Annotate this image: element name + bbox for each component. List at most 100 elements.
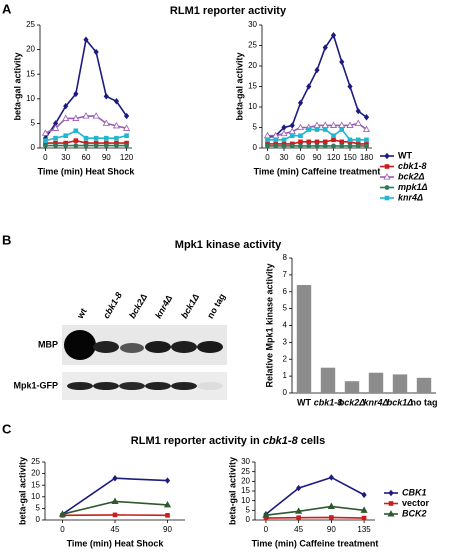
marker (273, 137, 279, 143)
x-tick-label: 90 (102, 153, 111, 162)
marker (112, 512, 118, 518)
marker (163, 500, 172, 508)
marker (43, 143, 48, 148)
x-axis-label: Time (min) Heat Shock (38, 166, 136, 176)
marker (388, 501, 394, 506)
marker (354, 119, 362, 126)
marker (114, 135, 119, 141)
panel-letter: A (2, 1, 12, 16)
x-tick-label: 45 (294, 525, 303, 534)
marker (281, 143, 287, 149)
marker (93, 48, 99, 56)
legend-label: WT (398, 150, 412, 160)
panel-title: RLM1 reporter activity (170, 5, 287, 17)
title-part: Mpk1 kinase activity (175, 239, 282, 251)
marker (364, 137, 369, 143)
marker (262, 511, 270, 518)
marker (72, 114, 80, 121)
marker (355, 137, 361, 143)
y-tick-label: 15 (26, 69, 35, 78)
x-tick-label: WT (297, 397, 311, 407)
x-tick-label: 90 (327, 525, 336, 534)
marker (331, 143, 336, 149)
y-tick-label: 4 (283, 321, 288, 330)
marker (83, 140, 89, 146)
x-tick-label: 0 (264, 525, 269, 534)
x-tick-label: no tag (411, 397, 438, 407)
y-tick-label: 10 (31, 492, 40, 501)
marker (52, 120, 59, 127)
marker (384, 152, 390, 160)
marker (281, 124, 287, 131)
marker (263, 515, 269, 521)
x-tick-label: 180 (360, 153, 374, 162)
y-tick-label: 10 (26, 94, 35, 103)
x-tick-label: 120 (327, 153, 341, 162)
x-tick-label: 90 (163, 525, 172, 534)
marker (314, 139, 320, 145)
marker (113, 98, 120, 105)
x-tick-label: 120 (120, 153, 134, 162)
y-tick-label: 20 (248, 61, 257, 70)
panel-title: RLM1 reporter activity in cbk1-8 cells (131, 435, 325, 447)
bar (296, 285, 312, 393)
marker (73, 143, 79, 148)
marker (112, 121, 121, 129)
marker (346, 121, 354, 128)
title-part: RLM1 reporter activity in (131, 435, 263, 447)
y-tick-label: 15 (31, 480, 40, 489)
marker (347, 143, 353, 149)
x-tick-label: 0 (265, 153, 270, 162)
y-axis-label: beta-gal activity (12, 52, 22, 120)
marker (331, 133, 336, 138)
marker (123, 112, 130, 120)
lane-label: wt (75, 307, 89, 322)
marker (73, 138, 79, 143)
y-tick-label: 0 (283, 388, 288, 397)
marker (83, 36, 89, 43)
y-tick-label: 20 (26, 45, 35, 54)
y-tick-label: 0 (36, 515, 41, 524)
y-tick-label: 5 (31, 119, 36, 128)
marker (329, 515, 334, 520)
marker (93, 140, 99, 146)
legend-label: cbk1-8 (398, 161, 427, 171)
legend-label: mpk1Δ (398, 182, 428, 192)
marker (53, 143, 58, 148)
y-tick-label: 20 (241, 476, 250, 485)
bar (392, 374, 408, 393)
marker (298, 133, 303, 138)
marker (361, 491, 367, 499)
marker (297, 99, 304, 107)
y-tick-label: 0 (31, 143, 36, 152)
marker (114, 140, 119, 146)
marker (73, 128, 79, 134)
x-tick-label: 135 (357, 525, 371, 534)
row-label: Mpk1-GFP (13, 380, 58, 390)
y-tick-label: 20 (31, 469, 40, 478)
marker (295, 507, 303, 514)
marker (360, 506, 368, 513)
marker (289, 133, 295, 138)
x-tick-label: 45 (111, 525, 120, 534)
x-tick-label: 30 (280, 153, 289, 162)
marker (296, 484, 302, 492)
marker (124, 133, 129, 138)
x-axis-label: Time (min) Caffeine treatment (252, 538, 379, 548)
y-tick-label: 2 (283, 354, 288, 363)
marker (327, 502, 335, 509)
y-tick-label: 10 (248, 102, 257, 111)
marker (83, 143, 89, 148)
marker (53, 140, 58, 146)
marker (384, 185, 390, 190)
x-axis-label: Time (min) Caffeine treatment (254, 166, 381, 176)
row-label: MBP (38, 339, 58, 349)
bar (368, 372, 384, 393)
y-axis-label: beta-gal activity (17, 457, 27, 525)
marker (58, 510, 67, 517)
marker (355, 107, 361, 115)
marker (103, 140, 109, 146)
y-tick-label: 15 (241, 486, 250, 495)
x-tick-label: bck1Δ (387, 397, 414, 407)
marker (364, 143, 369, 149)
